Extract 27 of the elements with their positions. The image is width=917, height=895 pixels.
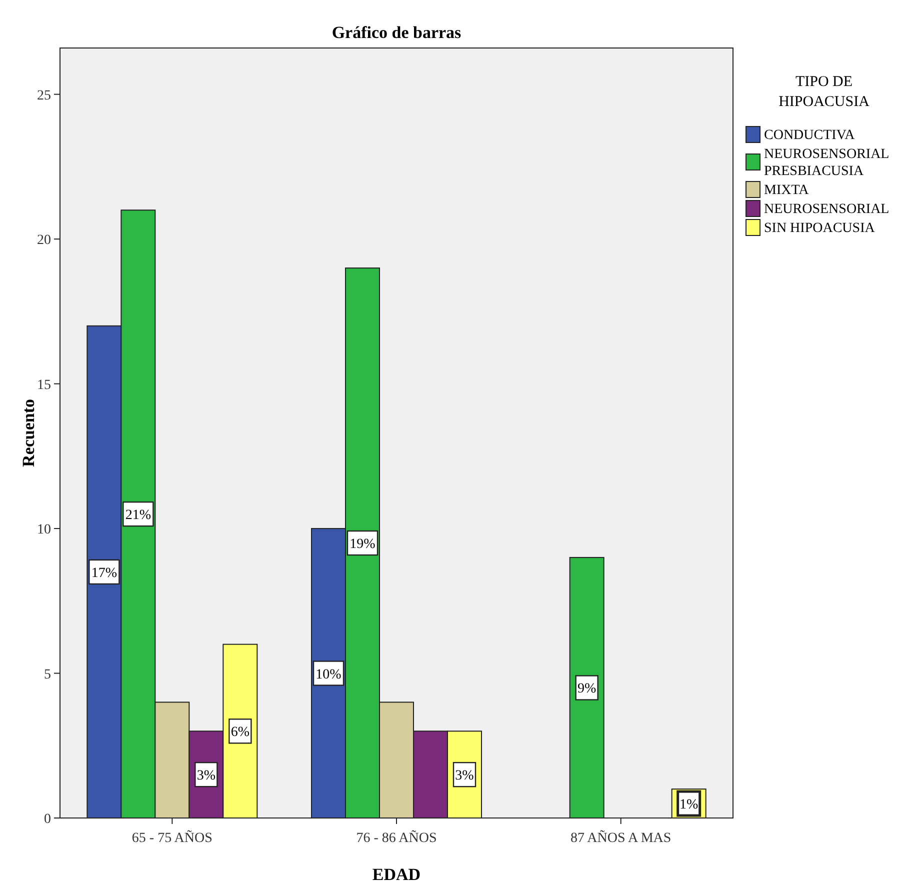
chart-title: Gráfico de barras (332, 23, 462, 42)
legend-label: SIN HIPOACUSIA (764, 221, 876, 236)
data-label: 1% (679, 798, 698, 813)
y-tick-label: 15 (37, 378, 51, 393)
y-tick-label: 10 (37, 522, 51, 538)
y-tick-label: 0 (44, 812, 51, 827)
x-tick-label: 65 - 75 AÑOS (132, 830, 212, 846)
legend-label: NEUROSENSORIAL (764, 202, 890, 217)
legend-title: TIPO DE HIPOACUSIA (778, 74, 870, 110)
y-tick-label: 20 (37, 233, 51, 248)
data-label: 19% (350, 537, 376, 552)
legend-label: CONDUCTIVA (764, 128, 856, 143)
x-tick-label: 76 - 86 AÑOS (356, 830, 437, 846)
y-axis-title: Recuento (19, 399, 38, 467)
legend-label: MIXTA (764, 183, 810, 198)
legend-label: NEUROSENSORIAL PRESBIACUSIA (764, 147, 890, 179)
x-tick-label: 87 AÑOS A MAS (570, 830, 672, 846)
x-axis-title: EDAD (372, 865, 421, 884)
data-label: 21% (125, 508, 152, 524)
data-label: 9% (577, 682, 596, 697)
data-label: 10% (316, 667, 342, 682)
data-label: 6% (230, 725, 250, 740)
data-label: 17% (91, 566, 118, 581)
y-tick-label: 25 (37, 88, 51, 104)
data-label: 3% (455, 768, 474, 784)
data-label: 3% (196, 768, 216, 784)
y-tick-label: 5 (44, 667, 51, 682)
